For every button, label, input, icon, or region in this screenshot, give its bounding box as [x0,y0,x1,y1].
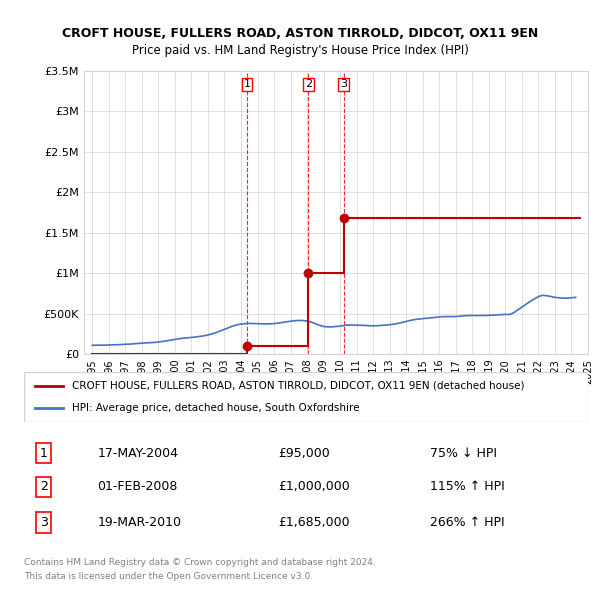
Text: 01-FEB-2008: 01-FEB-2008 [97,480,178,493]
Text: CROFT HOUSE, FULLERS ROAD, ASTON TIRROLD, DIDCOT, OX11 9EN (detached house): CROFT HOUSE, FULLERS ROAD, ASTON TIRROLD… [72,381,524,391]
Text: 75% ↓ HPI: 75% ↓ HPI [430,447,497,460]
Text: HPI: Average price, detached house, South Oxfordshire: HPI: Average price, detached house, Sout… [72,403,359,413]
Text: 2: 2 [305,79,312,89]
Text: £1,685,000: £1,685,000 [278,516,349,529]
FancyBboxPatch shape [24,372,588,422]
Text: Contains HM Land Registry data © Crown copyright and database right 2024.: Contains HM Land Registry data © Crown c… [24,558,376,566]
Text: 1: 1 [244,79,251,89]
Text: 3: 3 [340,79,347,89]
Text: 266% ↑ HPI: 266% ↑ HPI [430,516,505,529]
Text: 17-MAY-2004: 17-MAY-2004 [97,447,178,460]
Text: Price paid vs. HM Land Registry's House Price Index (HPI): Price paid vs. HM Land Registry's House … [131,44,469,57]
Text: CROFT HOUSE, FULLERS ROAD, ASTON TIRROLD, DIDCOT, OX11 9EN: CROFT HOUSE, FULLERS ROAD, ASTON TIRROLD… [62,27,538,40]
Text: £1,000,000: £1,000,000 [278,480,350,493]
Text: 3: 3 [40,516,47,529]
Text: 1: 1 [40,447,47,460]
Text: 19-MAR-2010: 19-MAR-2010 [97,516,181,529]
Text: 115% ↑ HPI: 115% ↑ HPI [430,480,505,493]
Text: 2: 2 [40,480,47,493]
Text: £95,000: £95,000 [278,447,329,460]
Text: This data is licensed under the Open Government Licence v3.0.: This data is licensed under the Open Gov… [24,572,313,581]
